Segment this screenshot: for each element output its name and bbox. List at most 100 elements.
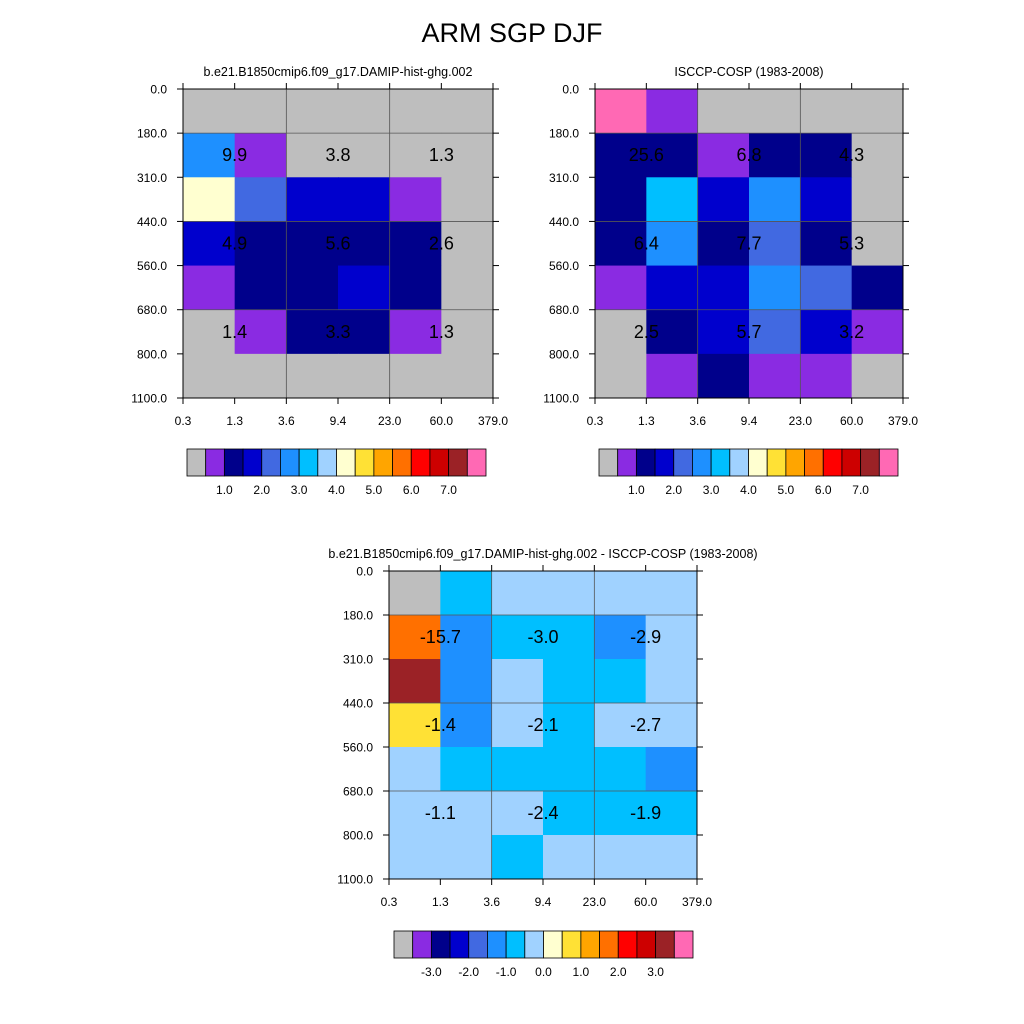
colorbar-box [710, 448, 731, 477]
cell-annotation: 3.2 [839, 322, 864, 342]
y-tick-label: 680.0 [343, 785, 373, 799]
cell-annotation: 3.8 [325, 145, 350, 165]
heatmap-cell [286, 89, 339, 134]
y-tick-label: 560.0 [549, 259, 579, 273]
x-tick-label: 3.6 [278, 414, 295, 428]
colorbar-box [617, 930, 638, 959]
heatmap-cell [286, 265, 339, 311]
colorbar-label: 7.0 [852, 483, 869, 497]
heatmap-cell [543, 615, 595, 660]
colorbar-label: 5.0 [778, 483, 795, 497]
cell-annotation: -1.4 [425, 715, 456, 735]
heatmap-cell [234, 177, 287, 222]
colorbar-box [598, 448, 619, 477]
colorbar-box [280, 448, 300, 477]
colorbar-label: 1.0 [573, 965, 590, 979]
heatmap-cell [697, 89, 750, 134]
heatmap-cell [543, 703, 595, 748]
colorbar-box [412, 930, 432, 959]
cell-annotation: 4.3 [839, 145, 864, 165]
x-tick-label: 9.4 [741, 414, 758, 428]
heatmap-cell [234, 89, 287, 134]
heatmap-cell [800, 89, 853, 134]
colorbar-label: 3.0 [703, 483, 720, 497]
heatmap-cell [338, 133, 391, 178]
colorbar-label: -1.0 [496, 965, 517, 979]
heatmap-cell [749, 353, 801, 399]
colorbar-label: -3.0 [421, 965, 442, 979]
y-tick-label: 0.0 [562, 83, 579, 97]
x-tick-label: 60.0 [840, 414, 864, 428]
heatmap-cell [543, 747, 595, 792]
heatmap-cell [183, 265, 236, 311]
heatmap-cell [749, 221, 801, 267]
cell-annotation: -2.9 [630, 627, 661, 647]
heatmap-cell [440, 659, 493, 704]
x-tick-label: 23.0 [583, 895, 607, 909]
heatmap-cell [389, 791, 441, 836]
x-tick-label: 1.3 [432, 895, 449, 909]
colorbar-box [448, 448, 468, 477]
heatmap-cell [645, 659, 698, 704]
colorbar-label: 4.0 [740, 483, 757, 497]
y-tick-label: 0.0 [356, 565, 373, 579]
heatmap-cell [646, 353, 699, 399]
y-tick-label: 310.0 [137, 171, 167, 185]
colorbar-box [561, 930, 582, 959]
x-tick-label: 60.0 [634, 895, 658, 909]
heatmap-cell [749, 89, 801, 134]
y-tick-label: 310.0 [343, 653, 373, 667]
y-tick-label: 680.0 [549, 303, 579, 317]
heatmap-cell [851, 265, 904, 311]
heatmap-cell [183, 309, 236, 355]
x-tick-label: 23.0 [789, 414, 813, 428]
colorbar-box [860, 448, 880, 477]
heatmap-cell [183, 177, 236, 222]
heatmap-cell [389, 835, 441, 880]
x-tick-label: 1.3 [638, 414, 655, 428]
heatmap-cell [234, 309, 287, 355]
cell-annotation: 2.6 [429, 234, 454, 254]
colorbar-box [878, 448, 899, 477]
colorbar-box [242, 448, 263, 477]
x-tick-label: 379.0 [478, 414, 508, 428]
heatmap-cell [851, 133, 904, 178]
colorbar-box [748, 448, 768, 477]
heatmap-cell [389, 177, 442, 222]
heatmap-cell [389, 703, 441, 748]
x-tick-label: 1.3 [226, 414, 243, 428]
heatmap-cell [645, 791, 698, 836]
colorbar-label: 2.0 [665, 483, 682, 497]
y-tick-label: 1100.0 [543, 392, 579, 406]
colorbar-box [617, 448, 637, 477]
heatmap-cell [697, 265, 750, 311]
colorbar-box [373, 448, 393, 477]
cell-annotation: -1.9 [630, 803, 661, 823]
panel-title: ISCCP-COSP (1983-2008) [674, 65, 823, 79]
heatmap-cell [851, 177, 904, 222]
colorbar-label: 2.0 [610, 965, 627, 979]
panel-title: b.e21.B1850cmip6.f09_g17.DAMIP-hist-ghg.… [328, 547, 757, 561]
colorbar-box [468, 930, 488, 959]
heatmap-cell [800, 353, 853, 399]
y-tick-label: 180.0 [343, 609, 373, 623]
heatmap-cell [594, 615, 647, 660]
heatmap-cell [749, 265, 801, 311]
heatmap-cell [234, 265, 287, 311]
heatmap-cell [697, 177, 750, 222]
colorbar-box [393, 930, 414, 959]
heatmap-cell [543, 571, 595, 616]
heatmap-cell [491, 571, 544, 616]
heatmap-cell [389, 265, 442, 311]
heatmap-cell [646, 265, 699, 311]
heatmap-cell [594, 791, 647, 836]
colorbar-box [841, 448, 862, 477]
cell-annotation: 2.5 [634, 322, 659, 342]
heatmap-cell [646, 133, 699, 178]
cell-annotation: 6.4 [634, 234, 659, 254]
heatmap-cell [645, 703, 698, 748]
heatmap-cell [183, 133, 236, 178]
heatmap-cell [595, 89, 647, 134]
heatmap-cell [389, 309, 442, 355]
heatmap-cell [697, 309, 750, 355]
